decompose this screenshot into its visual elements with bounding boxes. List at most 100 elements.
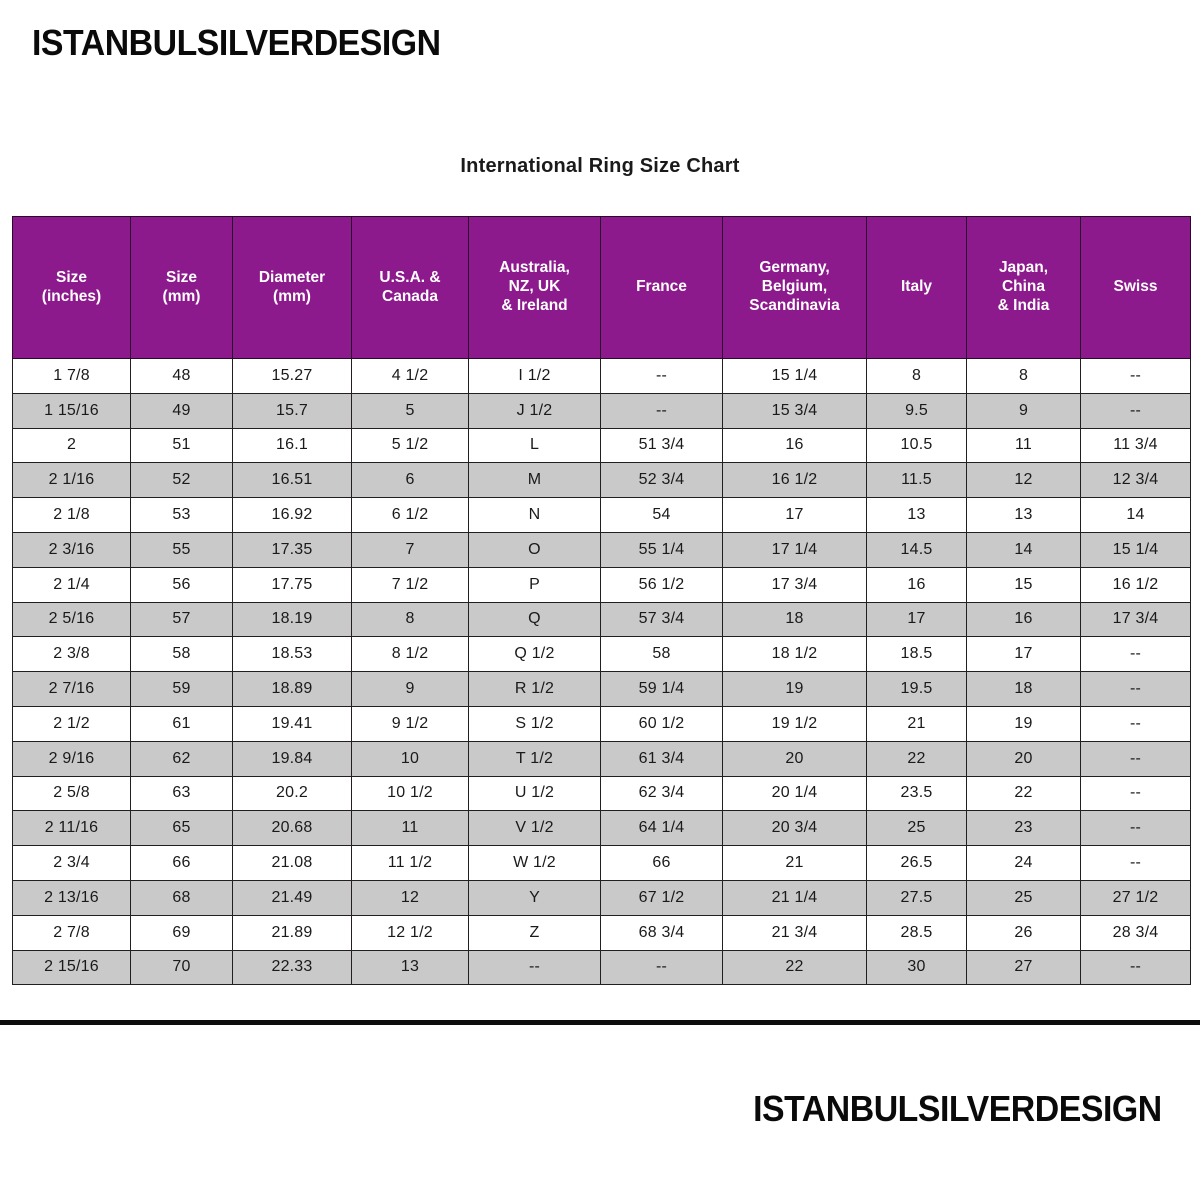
cell-r5-c5: 55 1/4: [600, 531, 723, 568]
cell-r16-c4: Z: [468, 914, 601, 951]
cell-r3-c9: 12 3/4: [1080, 462, 1191, 499]
cell-r13-c9: --: [1080, 810, 1191, 847]
header-line: Size: [165, 268, 197, 286]
cell-r12-c7: 23.5: [866, 775, 967, 812]
header-line: Diameter: [258, 268, 326, 286]
cell-r5-c6: 17 1/4: [722, 531, 867, 568]
cell-r2-c1: 51: [130, 427, 233, 464]
header-line: Canada: [382, 287, 438, 305]
cell-r12-c5: 62 3/4: [600, 775, 723, 812]
cell-r0-c1: 48: [130, 358, 233, 394]
cell-r13-c4: V 1/2: [468, 810, 601, 847]
cell-r17-c7: 30: [866, 949, 967, 986]
cell-r5-c9: 15 1/4: [1080, 531, 1191, 568]
cell-r17-c9: --: [1080, 949, 1191, 986]
cell-r7-c8: 16: [966, 601, 1081, 638]
cell-r1-c3: 5: [351, 392, 469, 429]
cell-r3-c6: 16 1/2: [722, 462, 867, 499]
cell-r15-c3: 12: [351, 879, 469, 916]
cell-r1-c6: 15 3/4: [722, 392, 867, 429]
header-line: NZ, UK: [508, 278, 561, 296]
cell-r0-c6: 15 1/4: [722, 358, 867, 394]
cell-r12-c8: 22: [966, 775, 1081, 812]
header-line: (inches): [41, 287, 102, 305]
cell-r4-c2: 16.92: [232, 497, 352, 533]
cell-r15-c2: 21.49: [232, 879, 352, 916]
header-line: France: [636, 278, 687, 296]
column-header-8: Japan, China & India: [966, 216, 1081, 359]
cell-r10-c5: 60 1/2: [600, 705, 723, 742]
header-line: Australia,: [499, 259, 570, 277]
cell-r9-c5: 59 1/4: [600, 671, 723, 707]
cell-r14-c4: W 1/2: [468, 845, 601, 881]
header-line: Swiss: [1113, 278, 1158, 296]
header-line: U.S.A. &: [379, 268, 441, 286]
cell-r2-c6: 16: [722, 427, 867, 464]
cell-r3-c0: 2 1/16: [12, 462, 131, 499]
cell-r9-c9: --: [1080, 671, 1191, 707]
header-line: (mm): [273, 287, 311, 305]
cell-r12-c9: --: [1080, 775, 1191, 812]
cell-r11-c7: 22: [866, 740, 967, 777]
cell-r16-c6: 21 3/4: [722, 914, 867, 951]
cell-r7-c2: 18.19: [232, 601, 352, 638]
cell-r7-c1: 57: [130, 601, 233, 638]
table-row: 2 1/4 56 17.75 7 1/2 P 56 1/2 17 3/4 16 15 16 1/2: [12, 566, 1191, 603]
cell-r4-c9: 14: [1080, 497, 1191, 533]
cell-r9-c7: 19.5: [866, 671, 967, 707]
cell-r2-c3: 5 1/2: [351, 427, 469, 464]
cell-r6-c5: 56 1/2: [600, 566, 723, 603]
header-line: (mm): [162, 287, 201, 305]
cell-r11-c5: 61 3/4: [600, 740, 723, 777]
column-header-0: Size (inches): [12, 216, 131, 359]
cell-r15-c9: 27 1/2: [1080, 879, 1191, 916]
cell-r17-c4: --: [468, 949, 601, 986]
cell-r16-c8: 26: [966, 914, 1081, 951]
cell-r13-c2: 20.68: [232, 810, 352, 847]
bottom-brand-watermark: ISTANBULSILVERDESIGN: [753, 1088, 1162, 1129]
cell-r2-c5: 51 3/4: [600, 427, 723, 464]
ring-size-table-container: Size (inches) Size (mm) Diameter (mm) U.S.A. &…: [12, 216, 1191, 986]
cell-r3-c1: 52: [130, 462, 233, 499]
cell-r1-c8: 9: [966, 392, 1081, 429]
cell-r1-c1: 49: [130, 392, 233, 429]
cell-r16-c9: 28 3/4: [1080, 914, 1191, 951]
table-row: 2 13/16 68 21.49 12 Y 67 1/2 21 1/4 27.5 25 27 1/…: [12, 879, 1191, 916]
cell-r4-c0: 2 1/8: [12, 497, 131, 533]
cell-r2-c0: 2: [12, 427, 131, 464]
column-header-1: Size (mm): [130, 216, 233, 359]
cell-r14-c7: 26.5: [866, 845, 967, 881]
cell-r6-c6: 17 3/4: [722, 566, 867, 603]
column-header-2: Diameter (mm): [232, 216, 352, 359]
table-row: 2 1/2 61 19.41 9 1/2 S 1/2 60 1/2 19 1/2 21 19 --: [12, 705, 1191, 742]
footer-divider: [0, 1020, 1200, 1025]
cell-r14-c6: 21: [722, 845, 867, 881]
cell-r14-c2: 21.08: [232, 845, 352, 881]
header-line: Belgium,: [761, 278, 828, 296]
column-header-6: Germany, Belgium, Scandinavia: [722, 216, 867, 359]
cell-r10-c0: 2 1/2: [12, 705, 131, 742]
cell-r2-c9: 11 3/4: [1080, 427, 1191, 464]
cell-r0-c8: 8: [966, 358, 1081, 394]
cell-r11-c2: 19.84: [232, 740, 352, 777]
cell-r16-c5: 68 3/4: [600, 914, 723, 951]
cell-r5-c3: 7: [351, 531, 469, 568]
cell-r10-c9: --: [1080, 705, 1191, 742]
table-row: 2 3/8 58 18.53 8 1/2 Q 1/2 58 18 1/2 18.5 17 --: [12, 636, 1191, 673]
cell-r7-c5: 57 3/4: [600, 601, 723, 638]
table-row: 2 3/16 55 17.35 7 O 55 1/4 17 1/4 14.5 14 15 1/4: [12, 531, 1191, 568]
cell-r11-c9: --: [1080, 740, 1191, 777]
cell-r8-c7: 18.5: [866, 636, 967, 673]
cell-r4-c7: 13: [866, 497, 967, 533]
cell-r7-c4: Q: [468, 601, 601, 638]
cell-r3-c7: 11.5: [866, 462, 967, 499]
cell-r11-c3: 10: [351, 740, 469, 777]
cell-r14-c8: 24: [966, 845, 1081, 881]
cell-r13-c7: 25: [866, 810, 967, 847]
header-line: Germany,: [759, 259, 830, 277]
cell-r9-c1: 59: [130, 671, 233, 707]
cell-r6-c3: 7 1/2: [351, 566, 469, 603]
cell-r16-c1: 69: [130, 914, 233, 951]
cell-r8-c6: 18 1/2: [722, 636, 867, 673]
table-row: 2 5/16 57 18.19 8 Q 57 3/4 18 17 16 17 3/4: [12, 601, 1191, 638]
